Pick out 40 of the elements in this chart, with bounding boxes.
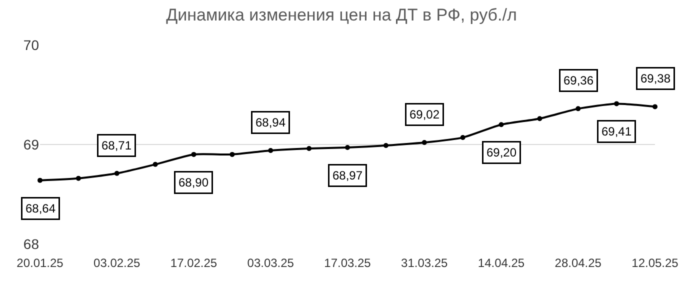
y-tick-label: 68 xyxy=(23,236,40,252)
point xyxy=(460,135,466,140)
chart-title: Динамика изменения цен на ДТ в РФ, руб./л xyxy=(166,5,517,24)
data-label: 68,71 xyxy=(102,138,132,152)
point xyxy=(230,152,235,157)
x-tick-label: 12.05.25 xyxy=(632,256,679,270)
x-tick-label: 28.04.25 xyxy=(554,256,602,270)
x-tick-label: 03.03.25 xyxy=(247,256,294,270)
data-label: 68,97 xyxy=(332,168,363,182)
point xyxy=(268,148,274,153)
x-tick-label: 14.04.25 xyxy=(478,256,525,270)
y-tick-label: 69 xyxy=(23,136,40,152)
data-label: 68,90 xyxy=(178,176,209,190)
x-tick-label: 20.01.25 xyxy=(16,256,64,270)
data-label: 69,20 xyxy=(486,146,517,160)
x-tick-label: 17.03.25 xyxy=(324,256,372,270)
x-tick-label: 31.03.25 xyxy=(401,256,448,270)
point xyxy=(38,178,42,183)
data-label: 68,64 xyxy=(26,202,56,216)
point xyxy=(537,116,542,122)
point xyxy=(422,140,427,146)
data-label: 68,94 xyxy=(256,116,286,130)
point xyxy=(76,176,81,181)
point xyxy=(114,170,120,176)
point xyxy=(498,122,504,128)
y-tick-label: 70 xyxy=(23,36,40,53)
point xyxy=(345,144,350,150)
point xyxy=(614,101,620,106)
x-tick-label: 03.02.25 xyxy=(94,256,141,270)
point xyxy=(576,106,581,112)
data-label: 69,38 xyxy=(640,72,671,86)
data-label: 69,36 xyxy=(564,74,594,88)
x-tick-label: 17.02.25 xyxy=(170,256,218,270)
point xyxy=(652,104,658,110)
point xyxy=(306,146,312,151)
point xyxy=(383,143,388,148)
data-label: 69,02 xyxy=(410,108,440,122)
point xyxy=(152,162,158,167)
data-label: 69,41 xyxy=(602,124,632,138)
point xyxy=(191,152,196,157)
